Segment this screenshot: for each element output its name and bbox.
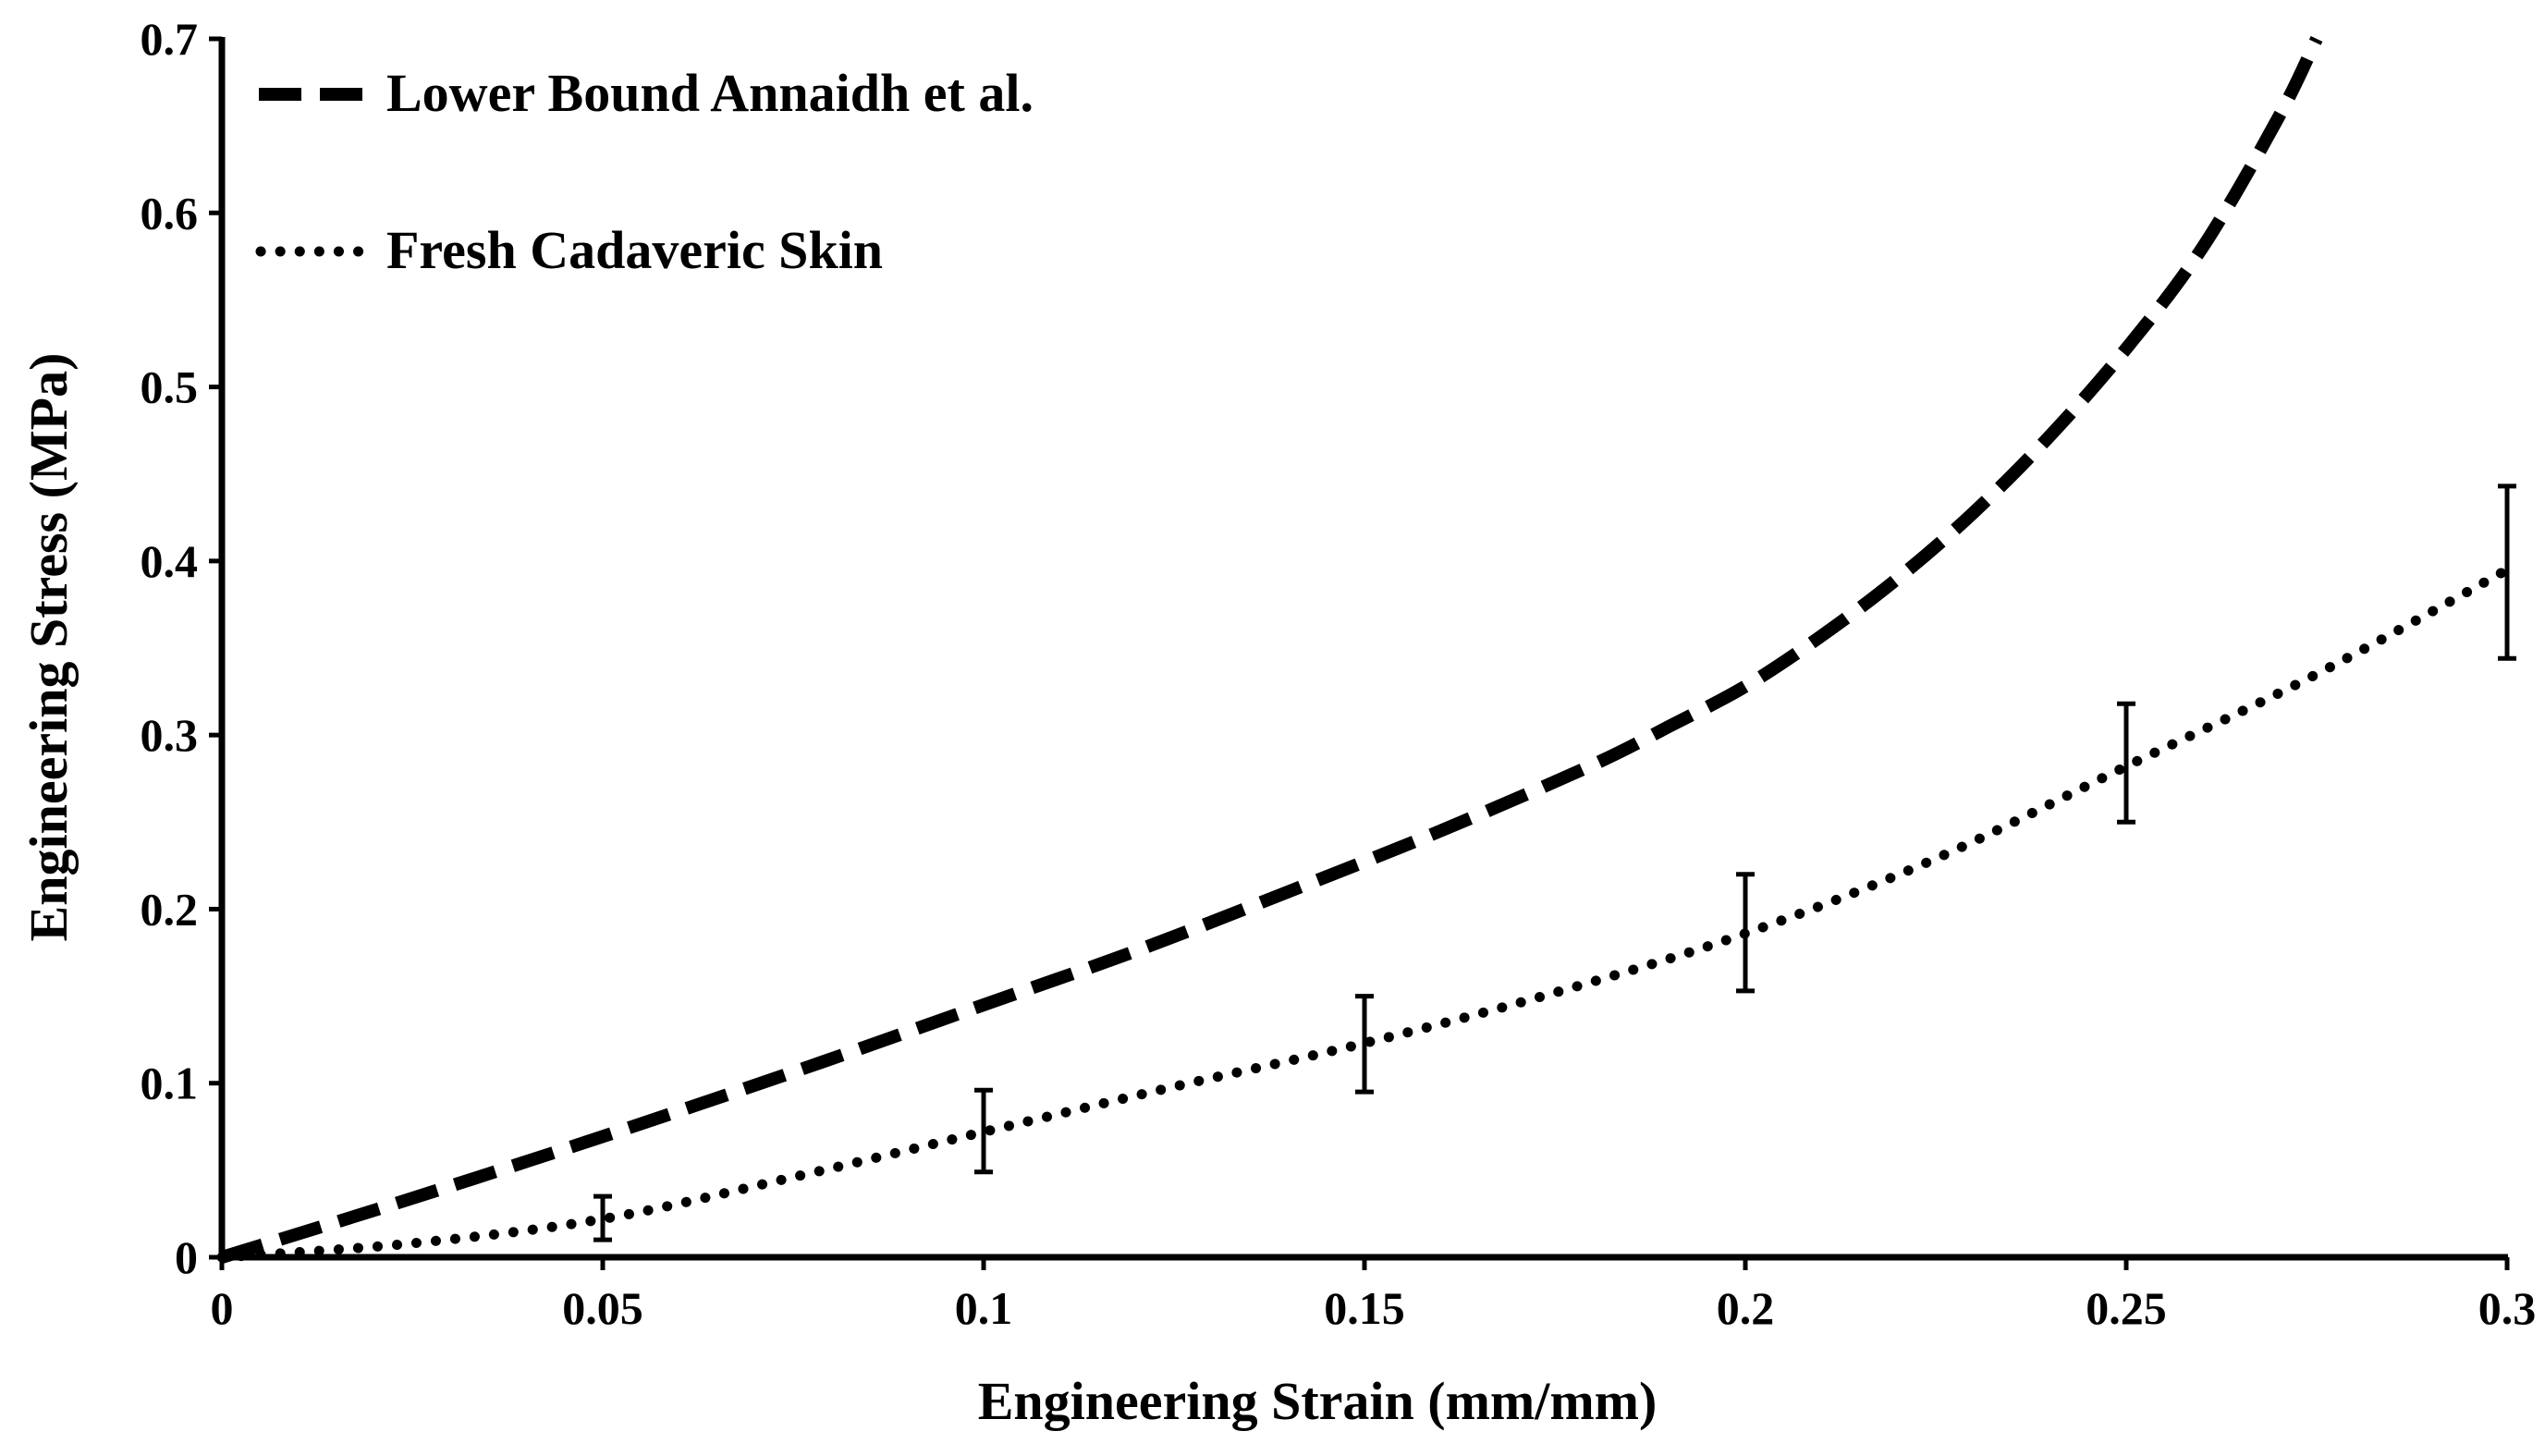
x-tick-label: 0 [211, 1282, 234, 1334]
x-tick-label: 0.1 [955, 1282, 1013, 1334]
y-tick-label: 0.5 [141, 361, 199, 413]
error-bar [2498, 483, 2516, 661]
x-axis-title: Engineering Strain (mm/mm) [978, 1371, 1658, 1431]
error-bar-layer [593, 483, 2516, 1242]
y-tick-label: 0.6 [141, 187, 199, 239]
x-tick-label: 0.3 [2478, 1282, 2537, 1334]
y-axis-ticks: 0 0.1 0.2 0.3 0.4 0.5 0.6 0.7 [141, 13, 222, 1283]
y-axis-title: Engineering Stress (MPa) [18, 353, 79, 942]
error-bar [1355, 994, 1374, 1095]
y-tick-label: 0.1 [141, 1058, 199, 1109]
y-tick-label: 0.3 [141, 709, 199, 761]
series-line-lower-bound [219, 35, 2323, 1264]
error-bar [2117, 701, 2135, 825]
legend-label-lower-bound: Lower Bound Annaidh et al. [386, 63, 1034, 123]
legend-label-fresh-cadaveric-skin: Fresh Cadaveric Skin [386, 220, 883, 280]
x-tick-label: 0.2 [1717, 1282, 1775, 1334]
legend: Lower Bound Annaidh et al. Fresh Cadaver… [255, 63, 1034, 280]
x-tick-label: 0.25 [2086, 1282, 2167, 1334]
x-tick-label: 0.05 [562, 1282, 643, 1334]
y-tick-label: 0 [175, 1231, 198, 1283]
y-tick-label: 0.7 [141, 13, 199, 65]
y-tick-label: 0.4 [141, 535, 199, 587]
y-tick-label: 0.2 [141, 883, 199, 935]
plot-area: 0 0.05 0.1 0.15 0.2 0.25 0.3 00.10.20.30.40.50… [141, 13, 2537, 1334]
error-bar [1736, 872, 1755, 994]
x-tick-label: 0.15 [1324, 1282, 1405, 1334]
series-layer [216, 35, 2513, 1264]
x-axis-ticks: 0 0.05 0.1 0.15 0.2 0.25 0.3 [211, 1257, 2537, 1334]
series-line-fresh-cadaveric-skin [216, 564, 2513, 1263]
error-bar [974, 1087, 993, 1175]
error-bar [593, 1193, 612, 1242]
